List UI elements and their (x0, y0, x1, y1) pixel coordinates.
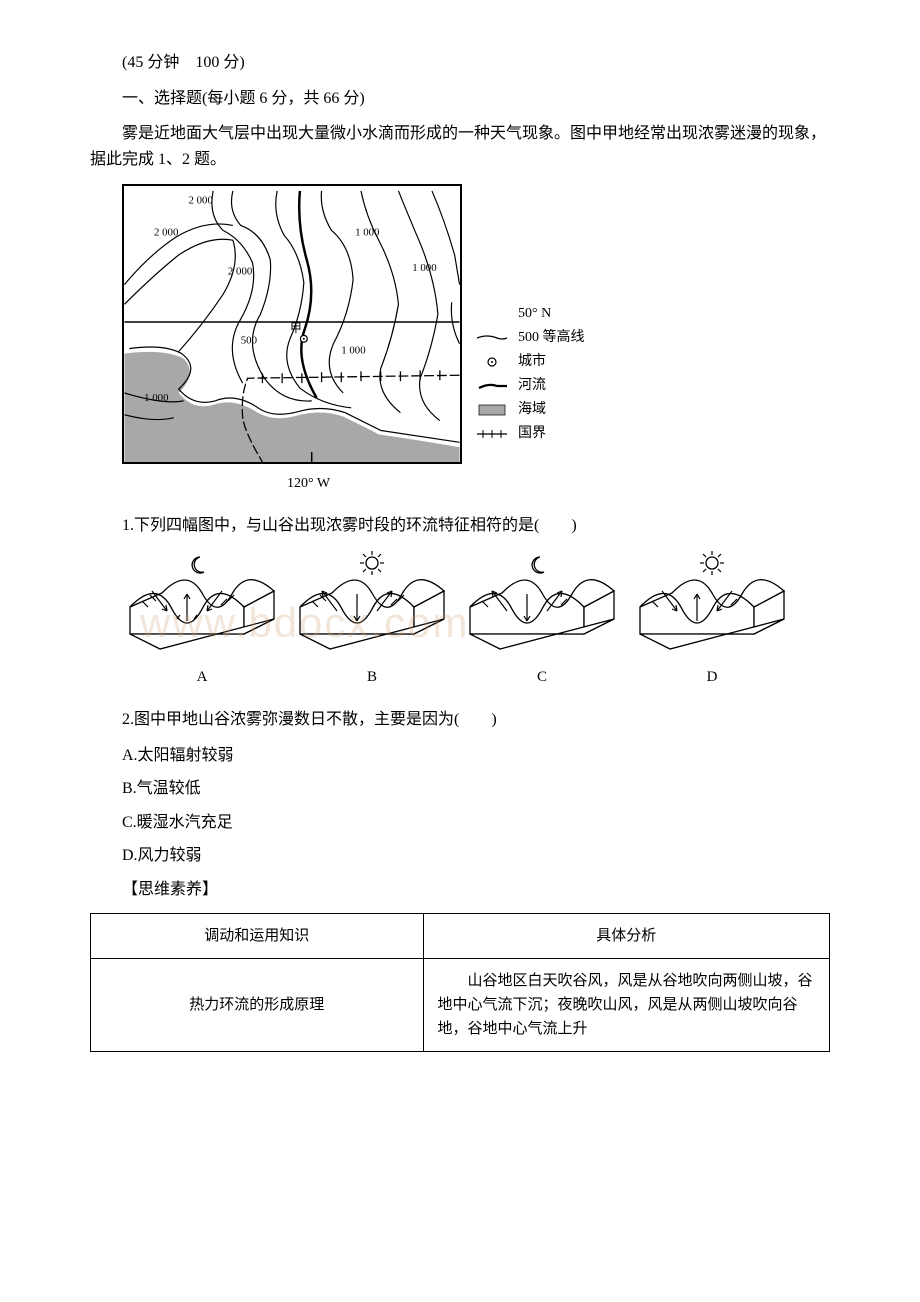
option-d-label: D (632, 665, 792, 689)
legend-lat: 50° N (472, 304, 585, 324)
option-c-label: C (462, 665, 622, 689)
option-b-label: B (292, 665, 452, 689)
legend-contour: 500 等高线 (472, 328, 585, 348)
longitude-label: 120° W (287, 473, 612, 495)
table-header-2: 具体分析 (423, 913, 829, 958)
svg-text:2 000: 2 000 (228, 266, 252, 278)
svg-text:1 000: 1 000 (144, 392, 168, 404)
legend-river: 河流 (472, 376, 585, 396)
option-a-label: A (122, 665, 282, 689)
thinking-heading: 【思维素养】 (90, 877, 830, 903)
topographic-map: 2 000 2 000 1 000 1 000 2 000 500 1 000 … (122, 184, 462, 464)
option-d-figure (632, 549, 792, 659)
svg-text:甲: 甲 (290, 321, 302, 335)
legend-city: 城市 (472, 352, 585, 372)
table-row: 热力环流的形成原理 山谷地区白天吹谷风，风是从谷地吹向两侧山坡，谷地中心气流下沉… (91, 958, 830, 1051)
svg-text:1 000: 1 000 (355, 227, 379, 239)
svg-text:500: 500 (241, 335, 257, 347)
svg-text:2 000: 2 000 (189, 195, 213, 207)
table-header-1: 调动和运用知识 (91, 913, 424, 958)
question-2: 2.图中甲地山谷浓雾弥漫数日不散，主要是因为( ) (90, 707, 830, 733)
option-c-figure (462, 549, 622, 659)
q2-option-d: D.风力较弱 (90, 843, 830, 869)
table-cell-analysis: 山谷地区白天吹谷风，风是从谷地吹向两侧山坡，谷地中心气流下沉；夜晚吹山风，风是从… (423, 958, 829, 1051)
map-legend: 50° N 500 等高线 城市 河流 海域 国界 (472, 304, 585, 448)
q2-option-a: A.太阳辐射较弱 (90, 743, 830, 769)
q2-option-b: B.气温较低 (90, 776, 830, 802)
exam-time-score: (45 分钟 100 分) (90, 50, 830, 76)
option-diagrams (122, 549, 830, 659)
option-a-figure (122, 549, 282, 659)
option-b-figure (292, 549, 452, 659)
svg-text:2 000: 2 000 (154, 227, 178, 239)
legend-border: 国界 (472, 424, 585, 444)
table-row: 调动和运用知识 具体分析 (91, 913, 830, 958)
table-cell-knowledge: 热力环流的形成原理 (91, 958, 424, 1051)
passage-intro: 雾是近地面大气层中出现大量微小水滴而形成的一种天气现象。图中甲地经常出现浓雾迷漫… (90, 121, 830, 172)
legend-sea: 海域 (472, 400, 585, 420)
option-labels: A B C D (122, 665, 830, 689)
topographic-map-figure: 2 000 2 000 1 000 1 000 2 000 500 1 000 … (122, 184, 830, 495)
section-heading: 一、选择题(每小题 6 分，共 66 分) (90, 86, 830, 112)
q2-option-c: C.暖湿水汽充足 (90, 810, 830, 836)
svg-text:1 000: 1 000 (341, 345, 365, 357)
svg-text:1 000: 1 000 (412, 262, 436, 274)
question-1: 1.下列四幅图中，与山谷出现浓雾时段的环流特征相符的是( ) (90, 513, 830, 539)
analysis-table: 调动和运用知识 具体分析 热力环流的形成原理 山谷地区白天吹谷风，风是从谷地吹向… (90, 913, 830, 1052)
